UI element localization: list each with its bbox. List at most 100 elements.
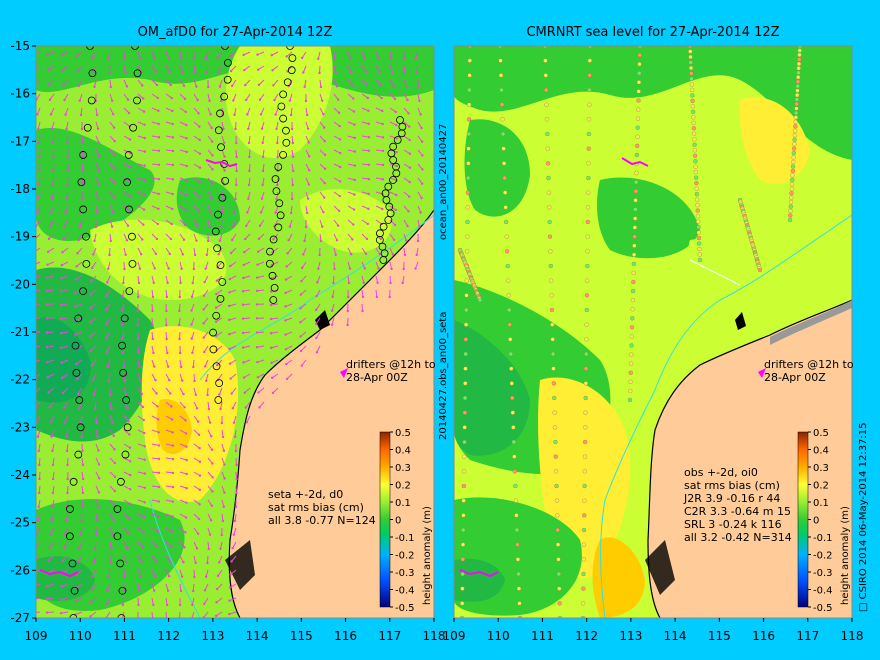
velocity-arrow-head [235, 155, 238, 159]
obs-marker [505, 249, 510, 254]
velocity-arrow-head [389, 281, 392, 285]
velocity-arrow-head [318, 71, 321, 75]
obs-marker [279, 90, 288, 99]
velocity-arrow-head [241, 303, 245, 306]
velocity-arrow-head [157, 149, 161, 153]
x-tick-label: 110 [69, 629, 92, 643]
velocity-arrow-head [169, 560, 172, 563]
velocity-arrow-head [339, 151, 342, 155]
velocity-arrow-head [408, 195, 411, 198]
colorbar-tick-label: -0.2 [813, 551, 833, 562]
obs-marker [504, 219, 509, 225]
obs-marker [505, 263, 510, 269]
velocity-arrow-head [198, 125, 201, 128]
velocity-arrow-head [197, 112, 200, 115]
velocity-arrow-head [165, 309, 168, 313]
velocity-arrow-head [165, 337, 168, 341]
obs-marker [213, 244, 222, 253]
velocity-arrow-head [274, 211, 277, 214]
velocity-arrow-head [48, 98, 52, 101]
obs-marker [788, 200, 794, 205]
velocity-arrow-head [205, 379, 208, 382]
obs-marker [549, 293, 554, 298]
velocity-arrow-head [291, 169, 295, 173]
velocity-arrow-head [178, 603, 182, 607]
velocity-arrow-head [95, 113, 99, 117]
velocity-arrow-head [235, 463, 238, 467]
velocity-arrow-head [243, 68, 246, 72]
velocity-arrow-head [229, 377, 232, 380]
velocity-arrow [36, 597, 41, 600]
velocity-arrow-head [64, 211, 67, 214]
velocity-arrow-head [315, 294, 318, 298]
velocity-arrow-head [247, 197, 250, 200]
velocity-arrow-head [206, 561, 209, 565]
obs-marker [634, 180, 639, 185]
velocity-arrow-head [97, 183, 100, 186]
obs-marker [795, 88, 800, 93]
velocity-arrow-head [128, 138, 132, 141]
velocity-arrow-head [32, 290, 34, 292]
velocity-arrow-head [139, 575, 142, 578]
velocity-arrow-head [234, 449, 238, 453]
obs-marker [131, 46, 139, 50]
obs-marker [128, 232, 136, 241]
obs-marker [274, 223, 283, 232]
velocity-arrow-head [66, 491, 69, 495]
velocity-arrow-head [122, 281, 125, 285]
velocity-arrow-head [192, 267, 196, 271]
obs-marker [221, 46, 229, 50]
velocity-arrow-head [352, 97, 355, 100]
velocity-arrow-head [217, 70, 220, 74]
velocity-arrow-head [152, 603, 155, 607]
velocity-arrow-head [321, 99, 324, 102]
right-drifter-track-south [459, 569, 499, 578]
velocity-arrow-head [62, 84, 65, 87]
velocity-arrow-head [367, 192, 370, 196]
velocity-arrow-head [351, 238, 354, 241]
velocity-arrow-head [243, 250, 246, 254]
velocity-arrow-head [216, 56, 219, 59]
velocity-arrow-head [203, 589, 207, 592]
velocity-arrow-head [205, 71, 209, 75]
velocity-arrow-head [229, 69, 233, 73]
velocity-arrow-head [288, 225, 292, 228]
obs-marker [628, 361, 634, 366]
velocity-arrow-head [269, 290, 273, 293]
velocity-arrow-head [361, 295, 365, 299]
velocity-arrow-head [33, 572, 35, 574]
velocity-arrow-head [46, 250, 50, 253]
velocity-arrow [36, 373, 41, 377]
velocity-arrow-head [125, 85, 129, 88]
velocity-arrow-head [270, 346, 273, 350]
velocity-arrow-head [229, 251, 233, 255]
obs-marker [585, 234, 590, 239]
velocity-arrow-head [363, 57, 366, 60]
velocity-arrow-head [316, 281, 319, 284]
velocity-arrow-head [244, 406, 247, 409]
velocity-arrow-head [136, 295, 140, 299]
obs-marker [554, 498, 560, 503]
velocity-arrow-head [157, 444, 161, 447]
obs-marker [789, 182, 795, 187]
velocity-arrow-head [242, 53, 245, 57]
obs-marker [586, 190, 591, 195]
obs-marker [465, 234, 470, 239]
x-tick-label: 109 [25, 629, 48, 643]
obs-marker [460, 557, 465, 562]
obs-marker [631, 252, 637, 257]
y-tick-label: -27 [10, 611, 30, 625]
velocity-arrow-head [143, 486, 146, 489]
left-velocity-arrows [32, 51, 424, 618]
obs-marker [794, 101, 799, 107]
velocity-arrow-head [269, 303, 273, 307]
velocity-arrow-head [89, 293, 92, 296]
velocity-arrow-head [319, 85, 323, 89]
velocity-arrow-head [139, 379, 142, 382]
velocity-arrow-head [338, 194, 341, 198]
velocity-arrow-head [350, 253, 353, 256]
colorbar-tick-label: 0.5 [813, 428, 829, 439]
x-tick-label: 114 [246, 629, 269, 643]
velocity-arrow-head [51, 183, 54, 187]
obs-marker [546, 190, 551, 195]
